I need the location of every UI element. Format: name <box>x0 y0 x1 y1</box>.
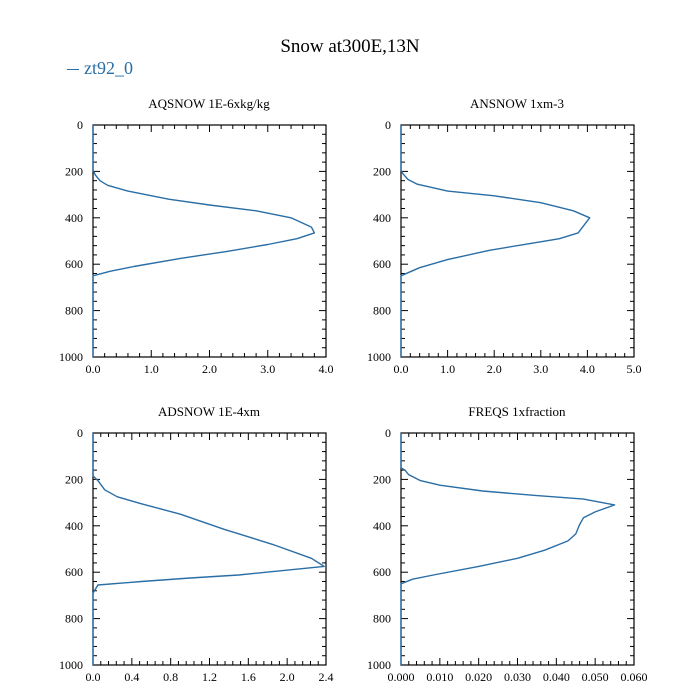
y-tick-label: 200 <box>65 472 83 486</box>
y-tick-label: 1000 <box>367 350 391 364</box>
x-tick-label: 0.8 <box>163 670 178 684</box>
legend: zt92_0 <box>67 58 133 79</box>
plot-frame <box>400 432 635 666</box>
x-tick-label: 0.0 <box>86 670 101 684</box>
x-tick-label: 4.0 <box>319 362 334 376</box>
series-line-zt92_0 <box>92 433 325 665</box>
x-tick-label: 0.010 <box>426 670 453 684</box>
x-tick-label: 3.0 <box>260 362 275 376</box>
chart-title: FREQS 1xfraction <box>468 404 566 419</box>
y-tick-label: 1000 <box>367 658 391 672</box>
y-tick-label: 200 <box>373 472 391 486</box>
y-tick-label: 600 <box>373 257 391 271</box>
plot-frame <box>400 124 635 358</box>
y-tick-label: 200 <box>373 164 391 178</box>
x-tick-label: 0.040 <box>543 670 570 684</box>
x-tick-label: 0.050 <box>582 670 609 684</box>
y-tick-label: 0 <box>77 426 83 440</box>
y-tick-label: 400 <box>373 519 391 533</box>
y-tick-label: 800 <box>373 304 391 318</box>
x-tick-label: 2.4 <box>319 670 334 684</box>
x-tick-label: 1.0 <box>144 362 159 376</box>
x-tick-label: 0.030 <box>504 670 531 684</box>
chart-title: ANSNOW 1xm-3 <box>470 96 564 111</box>
x-tick-label: 0.060 <box>621 670 648 684</box>
chart-panel-2: ANSNOW 1xm-3 0.0 1.0 2.0 3.0 4.0 5.0 0 200 400 600… <box>367 96 642 376</box>
series-line-zt92_0 <box>92 125 316 357</box>
y-tick-label: 600 <box>65 257 83 271</box>
y-tick-label: 800 <box>373 612 391 626</box>
chart-panel-1: AQSNOW 1E-6xkg/kg 0.0 1.0 2.0 3.0 4.0 0 200 400 6… <box>59 96 334 376</box>
y-tick-label: 400 <box>373 211 391 225</box>
x-tick-label: 2.0 <box>280 670 295 684</box>
y-tick-label: 1000 <box>59 350 83 364</box>
chart-title: AQSNOW 1E-6xkg/kg <box>148 96 270 111</box>
chart-panel-4: FREQS 1xfraction 0.000 0.010 0.020 0.030 0.04… <box>367 404 648 684</box>
chart-title: ADSNOW 1E-4xm <box>158 404 260 419</box>
series-line-zt92_0 <box>400 433 616 665</box>
x-tick-label: 5.0 <box>627 362 642 376</box>
y-tick-label: 400 <box>65 211 83 225</box>
x-tick-label: 0.0 <box>394 362 409 376</box>
y-tick-label: 600 <box>65 565 83 579</box>
figure-title: Snow at300E,13N <box>280 36 420 57</box>
x-tick-label: 2.0 <box>202 362 217 376</box>
y-tick-label: 200 <box>65 164 83 178</box>
y-tick-label: 800 <box>65 304 83 318</box>
y-tick-label: 800 <box>65 612 83 626</box>
x-tick-label: 1.6 <box>241 670 256 684</box>
y-tick-label: 0 <box>385 426 391 440</box>
plot-frame <box>92 124 327 358</box>
plot-frame <box>92 432 327 666</box>
y-tick-label: 600 <box>373 565 391 579</box>
x-tick-label: 4.0 <box>580 362 595 376</box>
y-tick-label: 400 <box>65 519 83 533</box>
x-tick-label: 0.000 <box>388 670 415 684</box>
legend-label: zt92_0 <box>84 58 133 78</box>
x-tick-label: 3.0 <box>533 362 548 376</box>
y-tick-label: 1000 <box>59 658 83 672</box>
y-tick-label: 0 <box>385 118 391 132</box>
chart-panel-3: ADSNOW 1E-4xm 0.0 0.4 0.8 1.2 1.6 2.0 2.4 0 200 40… <box>59 404 334 684</box>
x-tick-label: 0.020 <box>465 670 492 684</box>
x-tick-label: 2.0 <box>487 362 502 376</box>
x-tick-label: 1.0 <box>440 362 455 376</box>
legend-line-swatch <box>67 69 79 71</box>
y-tick-label: 0 <box>77 118 83 132</box>
x-tick-label: 1.2 <box>202 670 217 684</box>
x-tick-label: 0.0 <box>86 362 101 376</box>
series-line-zt92_0 <box>400 125 591 357</box>
x-tick-label: 0.4 <box>124 670 139 684</box>
